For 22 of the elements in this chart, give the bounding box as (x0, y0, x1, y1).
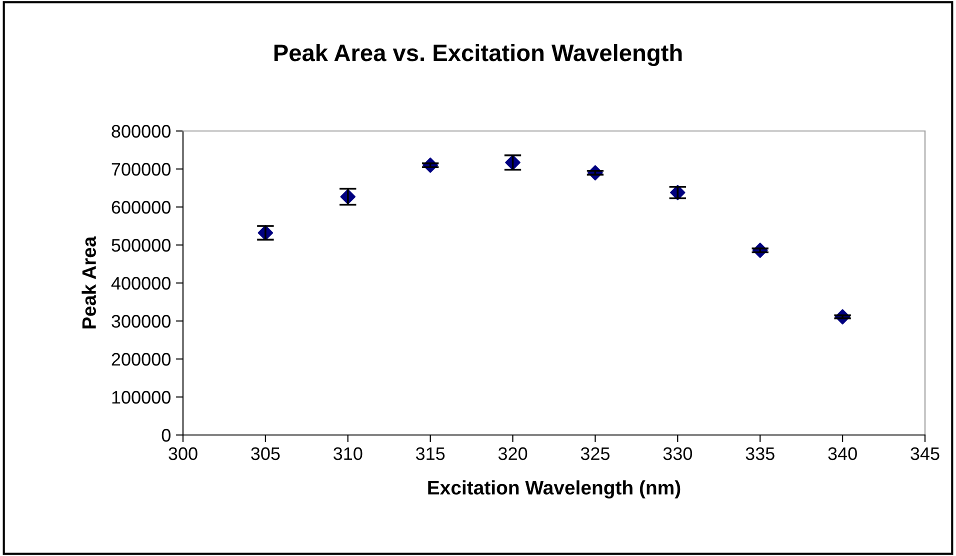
y-tick-label: 300000 (112, 314, 170, 328)
x-axis-title: Excitation Wavelength (nm) (428, 480, 680, 499)
y-tick-label: 800000 (112, 124, 170, 138)
x-tick-label: 315 (416, 447, 445, 460)
y-tick-label: 400000 (111, 276, 170, 290)
x-tick-label: 310 (334, 447, 362, 460)
y-axis-title: Peak Area (82, 236, 96, 328)
y-tick-label: 600000 (112, 200, 170, 214)
x-tick-label: 335 (746, 447, 774, 460)
x-tick-label: 340 (828, 447, 857, 460)
y-tick-label: 100000 (112, 390, 170, 404)
x-tick-label: 345 (910, 447, 940, 460)
x-tick-label: 330 (663, 447, 692, 460)
y-tick-label: 700000 (112, 162, 170, 176)
chart-title: Peak Area vs. Excitation Wavelength (274, 44, 682, 66)
y-tick-label: 500000 (112, 238, 170, 252)
x-tick-label: 305 (251, 447, 280, 460)
y-tick-label: 0 (162, 428, 170, 442)
x-tick-label: 320 (498, 447, 528, 460)
x-tick-label: 300 (168, 447, 198, 460)
y-tick-label: 200000 (112, 352, 170, 366)
x-tick-label: 325 (580, 447, 610, 460)
